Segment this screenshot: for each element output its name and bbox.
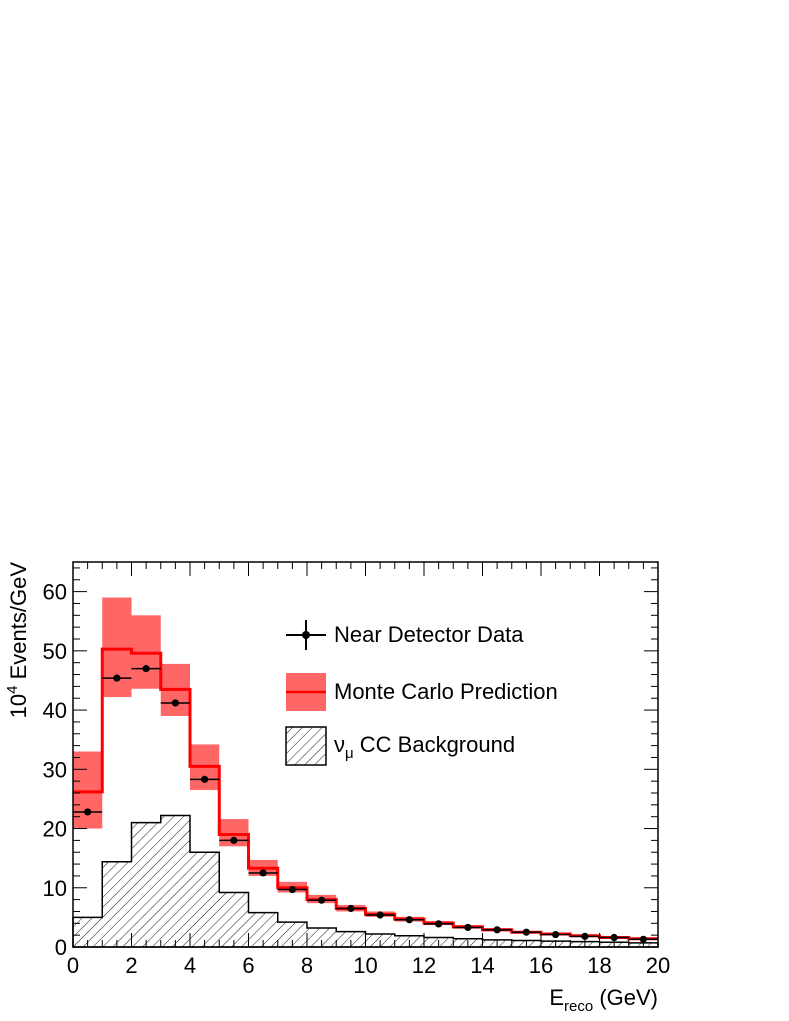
data-point-marker	[318, 896, 326, 904]
legend-background-symbol	[285, 726, 327, 766]
data-point	[160, 699, 190, 707]
x-tick-label: 6	[242, 953, 254, 978]
data-point	[190, 775, 220, 783]
data-point-marker	[581, 932, 589, 940]
x-tick-label: 2	[125, 953, 137, 978]
mc-band-bin	[102, 597, 132, 698]
x-tick-label: 10	[353, 953, 377, 978]
y-tick-label: 50	[43, 639, 67, 664]
data-point	[307, 896, 337, 904]
data-points-group	[73, 665, 658, 943]
y-tick-label: 60	[43, 580, 67, 605]
data-point-marker	[610, 933, 618, 942]
x-tick-label: 12	[412, 953, 436, 978]
data-point-marker	[552, 930, 560, 939]
legend-data-symbol	[286, 620, 326, 650]
data-point	[628, 935, 658, 943]
data-point	[102, 674, 132, 682]
data-point	[365, 911, 395, 919]
data-point-marker	[639, 935, 647, 943]
data-point	[599, 933, 629, 942]
data-point-marker	[113, 674, 121, 682]
data-point	[73, 808, 103, 816]
background-histogram	[72, 814, 659, 948]
y-axis-title: 104 Events/GeV	[4, 562, 31, 719]
x-tick-label: 4	[184, 953, 196, 978]
y-tick-label: 30	[43, 757, 67, 782]
data-point	[394, 916, 424, 924]
data-point-marker	[522, 928, 530, 936]
legend-label-mc: Monte Carlo Prediction	[334, 679, 558, 704]
legend-label-background: νμ CC Background	[334, 732, 515, 762]
data-point	[131, 665, 161, 673]
data-point-marker	[171, 699, 179, 707]
tick-labels-group: 0 2 4 6 8 10 12 14 16 18 20 0 10 20 30 40 50 60	[43, 580, 671, 978]
x-tick-label: 14	[470, 953, 494, 978]
data-point	[424, 920, 454, 928]
data-point	[277, 885, 307, 894]
data-point-marker	[493, 926, 501, 934]
y-tick-label: 10	[43, 876, 67, 901]
legend-mc-symbol	[286, 673, 326, 711]
data-point	[336, 904, 366, 913]
data-point-marker	[142, 665, 150, 673]
x-tick-label: 8	[301, 953, 313, 978]
data-point	[248, 869, 278, 877]
data-point	[453, 923, 483, 932]
x-tick-label: 0	[67, 953, 79, 978]
legend: Near Detector Data Monte Carlo Predictio…	[285, 620, 558, 766]
data-point-marker	[201, 775, 209, 783]
data-point	[219, 836, 249, 844]
x-axis-title: Ereco (GeV)	[549, 985, 658, 1015]
data-point	[482, 926, 512, 934]
y-tick-label: 20	[43, 817, 67, 842]
y-tick-label: 40	[43, 698, 67, 723]
data-point	[570, 932, 600, 940]
data-point-marker	[405, 916, 413, 924]
data-point-marker	[288, 885, 296, 894]
legend-label-data: Near Detector Data	[334, 622, 524, 647]
background-histogram-group	[72, 814, 659, 948]
x-tick-label: 16	[529, 953, 553, 978]
y-tick-label: 0	[55, 935, 67, 960]
mc-band-bin	[73, 751, 103, 829]
data-point-marker	[259, 869, 267, 877]
data-point	[541, 930, 571, 939]
data-point-marker	[84, 808, 92, 816]
data-point-marker	[464, 923, 472, 932]
x-tick-label: 18	[587, 953, 611, 978]
data-point-marker	[376, 911, 384, 919]
axis-ticks-group	[72, 562, 659, 948]
data-point	[511, 928, 541, 936]
x-tick-label: 20	[646, 953, 670, 978]
data-point-marker	[347, 904, 355, 913]
data-point-marker	[230, 836, 238, 844]
data-point-marker	[435, 920, 443, 928]
